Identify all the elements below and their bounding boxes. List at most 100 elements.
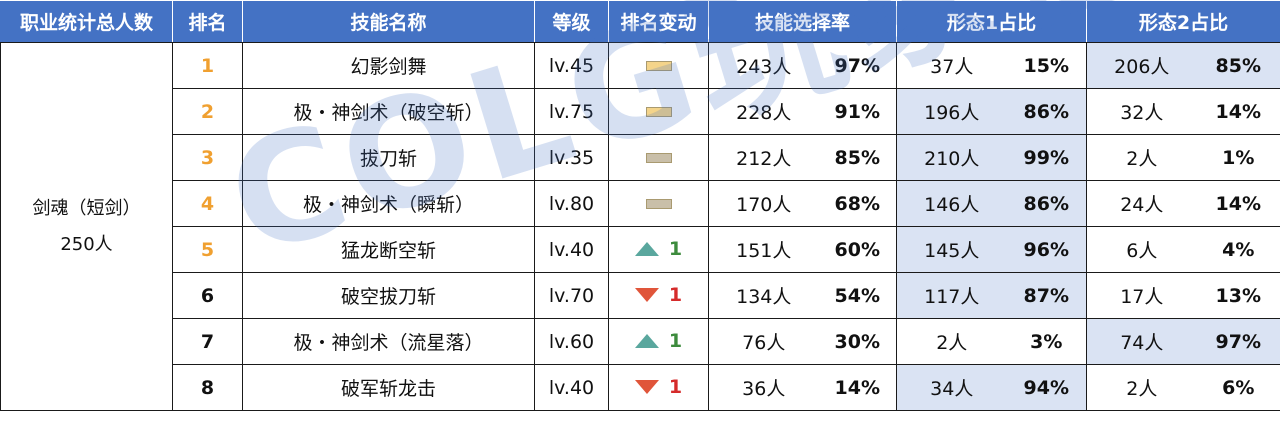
form2-count-cell: 206人	[1086, 42, 1197, 89]
skill-name-cell: 极・神剑术（流星落）	[242, 318, 535, 365]
table-row: 8 破军斩龙击 lv.40 1 36人 14% 34人 94% 2人 6%	[1, 364, 1280, 411]
rank-change-cell	[608, 42, 709, 89]
job-name: 剑魂（短剑）	[32, 197, 141, 219]
select-pct-cell: 91%	[818, 88, 898, 135]
rank-change-cell: 1	[608, 272, 709, 319]
form1-count-cell: 37人	[896, 42, 1007, 89]
skill-name-cell: 拔刀斩	[242, 134, 535, 181]
rank-cell: 3	[172, 134, 243, 181]
header-select-rate: 技能选择率	[707, 0, 898, 43]
form2-pct-cell: 14%	[1196, 180, 1280, 227]
rank-up-icon	[634, 334, 659, 348]
select-pct-cell: 60%	[818, 226, 898, 273]
level-cell: lv.40	[534, 226, 609, 273]
table-row: 6 破空拔刀斩 lv.70 1 134人 54% 117人 87% 17人 13%	[1, 272, 1280, 319]
job-cell: 剑魂（短剑） 250人	[0, 42, 173, 411]
table-row: 5 猛龙断空斩 lv.40 1 151人 60% 145人 96% 6人 4%	[1, 226, 1280, 273]
rank-change-cell	[608, 134, 709, 181]
select-count-cell: 76人	[708, 318, 819, 365]
select-pct-cell: 97%	[818, 42, 898, 89]
skill-name-cell: 极・神剑术（瞬斩）	[242, 180, 535, 227]
table-row: 3 拔刀斩 lv.35 212人 85% 210人 99% 2人 1%	[1, 134, 1280, 181]
header-row: 职业统计总人数 排名 技能名称 等级 排名变动 技能选择率 形态1占比 形态2占…	[0, 0, 1280, 43]
form1-count-cell: 196人	[896, 88, 1007, 135]
no-change-icon	[645, 199, 672, 209]
form1-pct-cell: 94%	[1006, 364, 1088, 411]
header-level: 等级	[534, 0, 609, 43]
header-job-total: 职业统计总人数	[0, 0, 173, 43]
level-cell: lv.80	[534, 180, 609, 227]
form2-pct-cell: 97%	[1196, 318, 1280, 365]
form1-pct-cell: 15%	[1006, 42, 1088, 89]
select-count-cell: 212人	[708, 134, 819, 181]
form1-pct-cell: 86%	[1006, 88, 1088, 135]
table-row: 2 极・神剑术（破空斩） lv.75 228人 91% 196人 86% 32人 14%	[1, 88, 1280, 135]
form1-count-cell: 146人	[896, 180, 1007, 227]
select-count-cell: 170人	[708, 180, 819, 227]
select-count-cell: 151人	[708, 226, 819, 273]
rank-change-value: 1	[668, 330, 683, 352]
form2-count-cell: 24人	[1086, 180, 1197, 227]
select-count-cell: 228人	[708, 88, 819, 135]
rank-change-cell: 1	[608, 364, 709, 411]
form1-count-cell: 117人	[896, 272, 1007, 319]
level-cell: lv.45	[534, 42, 609, 89]
no-change-icon	[645, 107, 672, 117]
form1-count-cell: 145人	[896, 226, 1007, 273]
rank-change-cell	[608, 88, 709, 135]
skill-name-cell: 幻影剑舞	[242, 42, 535, 89]
select-pct-cell: 14%	[818, 364, 898, 411]
rank-change-value: 1	[668, 376, 683, 398]
no-change-icon	[645, 153, 672, 163]
rank-cell: 8	[172, 364, 243, 411]
select-pct-cell: 54%	[818, 272, 898, 319]
skill-name-cell: 猛龙断空斩	[242, 226, 535, 273]
header-rank: 排名	[172, 0, 243, 43]
form1-pct-cell: 86%	[1006, 180, 1088, 227]
select-pct-cell: 30%	[818, 318, 898, 365]
skill-name-cell: 极・神剑术（破空斩）	[242, 88, 535, 135]
skill-stats-table: 职业统计总人数 排名 技能名称 等级 排名变动 技能选择率 形态1占比 形态2占…	[0, 0, 1280, 411]
form1-pct-cell: 96%	[1006, 226, 1088, 273]
level-cell: lv.60	[534, 318, 609, 365]
header-form2-ratio: 形态2占比	[1086, 0, 1280, 43]
rank-down-icon	[634, 380, 659, 394]
form1-pct-cell: 99%	[1006, 134, 1088, 181]
rank-change-cell: 1	[608, 318, 709, 365]
level-cell: lv.40	[534, 364, 609, 411]
form1-count-cell: 34人	[896, 364, 1007, 411]
rank-down-icon	[634, 288, 659, 302]
rank-cell: 2	[172, 88, 243, 135]
skill-name-cell: 破空拔刀斩	[242, 272, 535, 319]
rank-change-value: 1	[668, 238, 683, 260]
header-form1-ratio: 形态1占比	[896, 0, 1088, 43]
form2-count-cell: 2人	[1086, 364, 1197, 411]
level-cell: lv.75	[534, 88, 609, 135]
table-row: 4 极・神剑术（瞬斩） lv.80 170人 68% 146人 86% 24人 14%	[1, 180, 1280, 227]
level-cell: lv.70	[534, 272, 609, 319]
table-row: 剑魂（短剑） 250人 1 幻影剑舞 lv.45 243人 97% 37人 15% 206人 85…	[0, 42, 1280, 411]
select-pct-cell: 68%	[818, 180, 898, 227]
form2-pct-cell: 1%	[1196, 134, 1280, 181]
form2-count-cell: 2人	[1086, 134, 1197, 181]
form2-pct-cell: 13%	[1196, 272, 1280, 319]
form1-count-cell: 210人	[896, 134, 1007, 181]
rank-change-value: 1	[668, 284, 683, 306]
job-total: 250人	[60, 233, 113, 255]
form2-count-cell: 6人	[1086, 226, 1197, 273]
rank-up-icon	[634, 242, 659, 256]
header-skill-name: 技能名称	[242, 0, 535, 43]
rank-cell: 1	[172, 42, 243, 89]
select-count-cell: 134人	[708, 272, 819, 319]
form2-pct-cell: 85%	[1196, 42, 1280, 89]
rank-cell: 6	[172, 272, 243, 319]
form1-count-cell: 2人	[896, 318, 1007, 365]
form1-pct-cell: 87%	[1006, 272, 1088, 319]
form2-pct-cell: 4%	[1196, 226, 1280, 273]
form2-count-cell: 17人	[1086, 272, 1197, 319]
form2-pct-cell: 14%	[1196, 88, 1280, 135]
form2-count-cell: 32人	[1086, 88, 1197, 135]
rank-cell: 7	[172, 318, 243, 365]
select-pct-cell: 85%	[818, 134, 898, 181]
header-rank-change: 排名变动	[608, 0, 709, 43]
